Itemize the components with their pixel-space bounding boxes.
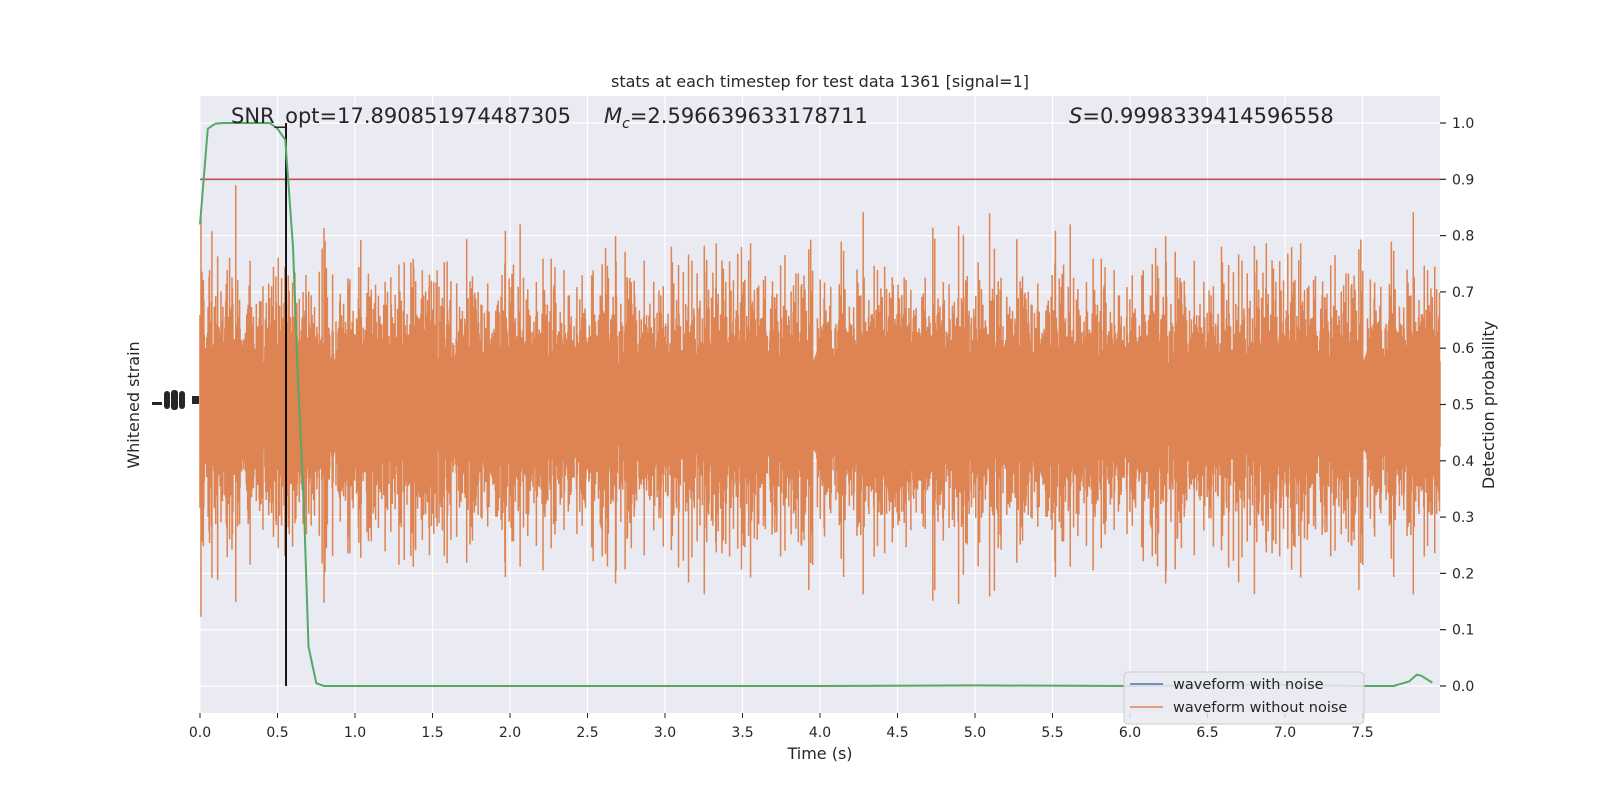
x-tick-label: 1.5 [421, 725, 443, 741]
right-tick-label: 0.2 [1452, 566, 1474, 582]
x-axis-ticks: 0.0 0.5 1.0 1.5 2.0 2.5 3.0 3.5 4.0 4.5 5.0 5.5 6.0 6… [189, 713, 1374, 741]
legend-label-with-noise: waveform with noise [1173, 677, 1324, 693]
x-tick-label: 0.5 [266, 725, 288, 741]
x-tick-label: 0.0 [189, 725, 211, 741]
x-tick-label: 7.5 [1351, 725, 1373, 741]
right-tick-label: 0.1 [1452, 623, 1474, 639]
chart-title: stats at each timestep for test data 136… [611, 72, 1029, 91]
left-axis-overlapping-ticks [152, 390, 199, 410]
score-annotation: S=0.9998339414596558 [1069, 104, 1334, 128]
x-tick-label: 2.0 [499, 725, 521, 741]
chirp-mass-symbol: M [604, 104, 622, 128]
chirp-mass-subscript: c [622, 116, 630, 132]
right-tick-label: 0.4 [1452, 454, 1474, 470]
legend: waveform with noise waveform without noi… [1123, 671, 1365, 725]
x-tick-label: 3.5 [731, 725, 753, 741]
chirp-mass-annotation: Mc=2.596639633178711 [604, 104, 868, 132]
x-tick-label: 5.0 [964, 725, 986, 741]
x-tick-label: 3.0 [654, 725, 676, 741]
right-tick-label: 0.7 [1452, 285, 1474, 301]
snr-annotation: SNR_opt=17.890851974487305 [231, 104, 571, 129]
legend-label-without-noise: waveform without noise [1173, 700, 1347, 716]
right-tick-label: 0.5 [1452, 398, 1474, 414]
strain-without-noise-line [199, 185, 1441, 617]
x-axis-label: Time (s) [786, 744, 852, 763]
right-tick-label: 1.0 [1452, 116, 1474, 132]
x-tick-label: 5.5 [1041, 725, 1063, 741]
x-tick-label: 7.0 [1274, 725, 1296, 741]
x-tick-label: 2.5 [576, 725, 598, 741]
right-tick-label: 0.0 [1452, 679, 1474, 695]
score-symbol: S [1069, 104, 1082, 128]
strain-trace [199, 185, 1441, 617]
legend-box [1123, 671, 1365, 725]
right-tick-label: 0.6 [1452, 341, 1474, 357]
right-tick-label: 0.8 [1452, 229, 1474, 245]
right-axis-ticks: 0.0 0.1 0.2 0.3 0.4 0.5 0.6 0.7 0.8 0.9 1.0 [1440, 116, 1474, 695]
left-axis-label: Whitened strain [124, 341, 143, 468]
x-tick-label: 6.0 [1119, 725, 1141, 741]
x-tick-label: 4.5 [886, 725, 908, 741]
detection-probability-line [199, 122, 1433, 688]
x-tick-label: 4.0 [809, 725, 831, 741]
chirp-mass-value: =2.596639633178711 [630, 104, 868, 128]
right-axis-label: Detection probability [1479, 321, 1498, 489]
probability-layer [199, 122, 1440, 688]
right-tick-label: 0.3 [1452, 510, 1474, 526]
score-value: =0.9998339414596558 [1082, 104, 1333, 128]
x-tick-label: 1.0 [344, 725, 366, 741]
right-tick-label: 0.9 [1452, 172, 1474, 188]
x-tick-label: 6.5 [1196, 725, 1218, 741]
